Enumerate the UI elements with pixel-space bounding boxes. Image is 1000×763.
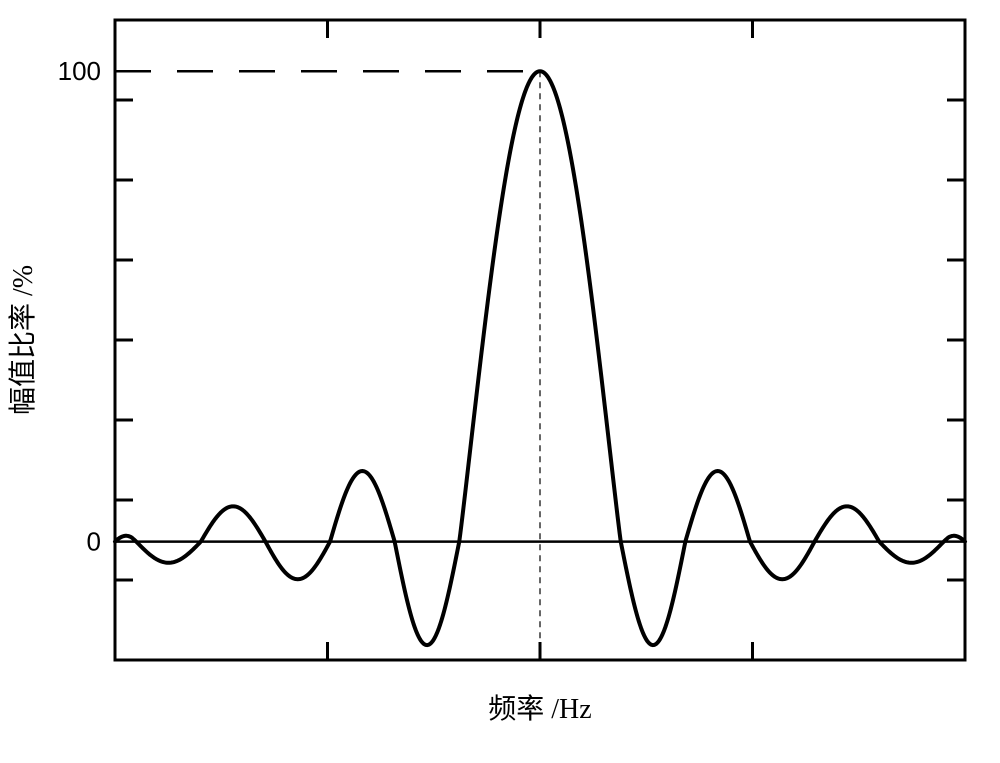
y-axis-label: 幅值比率 /% [7, 265, 39, 415]
x-axis-label: 频率 /Hz [488, 693, 591, 725]
ytick-label: 100 [58, 56, 101, 86]
ytick-label: 0 [87, 527, 101, 557]
sinc-chart: 100 0 幅值比率 /% 频率 /Hz [0, 0, 1000, 763]
